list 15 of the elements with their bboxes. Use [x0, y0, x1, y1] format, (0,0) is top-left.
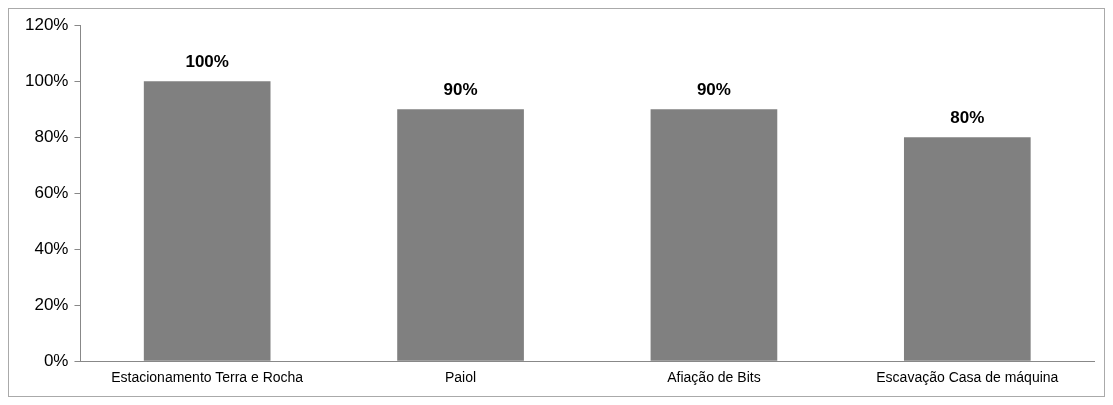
data-label: 80%: [950, 108, 985, 128]
y-tick-label: 20%: [34, 294, 69, 314]
y-tick-label: 120%: [25, 14, 69, 34]
x-tick-label: Estacionamento Terra e Rocha: [111, 369, 304, 386]
data-label: 100%: [185, 52, 229, 72]
y-tick-label: 0%: [43, 350, 69, 370]
x-tick-label: Escavação Casa de máquina: [876, 369, 1059, 386]
y-tick-label: 100%: [25, 70, 69, 90]
y-tick-label: 80%: [34, 126, 69, 146]
x-tick-label: Afiação de Bits: [667, 369, 761, 386]
data-label: 90%: [443, 80, 478, 100]
x-tick-label: Paiol: [444, 369, 477, 386]
data-label: 90%: [696, 80, 731, 100]
y-tick-label: 40%: [34, 238, 69, 258]
y-tick-label: 60%: [34, 182, 69, 202]
